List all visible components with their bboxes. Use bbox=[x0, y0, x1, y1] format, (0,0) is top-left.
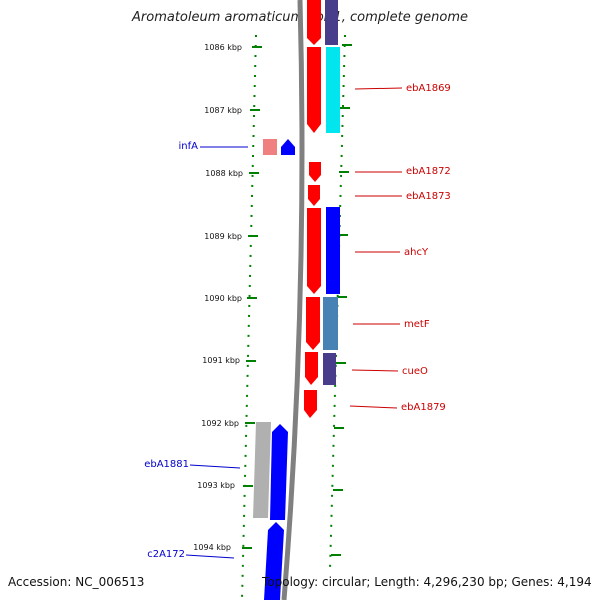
gene-arrow[interactable] bbox=[270, 424, 288, 520]
kbp-label: 1089 kbp bbox=[204, 232, 242, 241]
left-gene-labels: infA ebA1881 c2A172 bbox=[144, 141, 198, 560]
gene-arrow[interactable] bbox=[305, 352, 318, 385]
kbp-label: 1094 kbp bbox=[193, 543, 231, 552]
left-ruler bbox=[241, 34, 257, 600]
gene-label[interactable]: ebA1873 bbox=[406, 191, 451, 202]
gene-label[interactable]: metF bbox=[404, 319, 430, 330]
gene-block[interactable] bbox=[326, 47, 340, 133]
gene-label[interactable]: cueO bbox=[402, 366, 428, 377]
kbp-label: 1088 kbp bbox=[205, 169, 243, 178]
gene-arrow[interactable] bbox=[307, 47, 321, 133]
genome-stats-text: Topology: circular; Length: 4,296,230 bp… bbox=[262, 575, 592, 589]
gene-label[interactable]: infA bbox=[179, 141, 199, 152]
right-label-lines bbox=[349, 87, 403, 409]
gene-block[interactable] bbox=[323, 297, 338, 350]
genome-backbone bbox=[281, 0, 305, 600]
gene-block[interactable] bbox=[323, 353, 336, 385]
other-genes bbox=[253, 0, 340, 600]
gene-arrow[interactable] bbox=[308, 185, 320, 206]
gene-arrow[interactable] bbox=[281, 139, 295, 155]
accession-text: Accession: NC_006513 bbox=[8, 575, 145, 589]
gene-label[interactable]: ebA1869 bbox=[406, 83, 451, 94]
kbp-label: 1086 kbp bbox=[204, 43, 242, 52]
kbp-label: 1091 kbp bbox=[202, 356, 240, 365]
gene-label[interactable]: ebA1881 bbox=[144, 459, 189, 470]
gene-arrow[interactable] bbox=[306, 297, 320, 350]
kbp-labels: 1086 kbp 1087 kbp 1088 kbp 1089 kbp 1090… bbox=[193, 43, 243, 552]
kbp-label: 1087 kbp bbox=[204, 106, 242, 115]
gene-block[interactable] bbox=[263, 139, 277, 155]
gene-block[interactable] bbox=[325, 0, 338, 45]
right-major-ticks bbox=[331, 44, 352, 556]
gene-arrow[interactable] bbox=[264, 522, 284, 600]
gene-arrow[interactable] bbox=[307, 208, 321, 294]
kbp-label: 1090 kbp bbox=[204, 294, 242, 303]
gene-label[interactable]: ahcY bbox=[404, 247, 429, 258]
right-gene-labels: ebA1869 ebA1872 ebA1873 ahcY metF cueO e… bbox=[401, 83, 451, 413]
forward-genes bbox=[304, 0, 321, 418]
gene-label[interactable]: c2A172 bbox=[147, 549, 185, 560]
kbp-label: 1093 kbp bbox=[197, 481, 235, 490]
left-major-ticks bbox=[242, 46, 262, 549]
gene-arrow[interactable] bbox=[307, 0, 321, 45]
gene-block[interactable] bbox=[326, 207, 340, 294]
gene-label[interactable]: ebA1879 bbox=[401, 402, 446, 413]
gene-arrow[interactable] bbox=[304, 390, 317, 418]
gene-label[interactable]: ebA1872 bbox=[406, 166, 451, 177]
gene-block[interactable] bbox=[253, 422, 271, 518]
gene-arrow[interactable] bbox=[309, 162, 321, 182]
kbp-label: 1092 kbp bbox=[201, 419, 239, 428]
left-label-lines bbox=[185, 146, 248, 559]
